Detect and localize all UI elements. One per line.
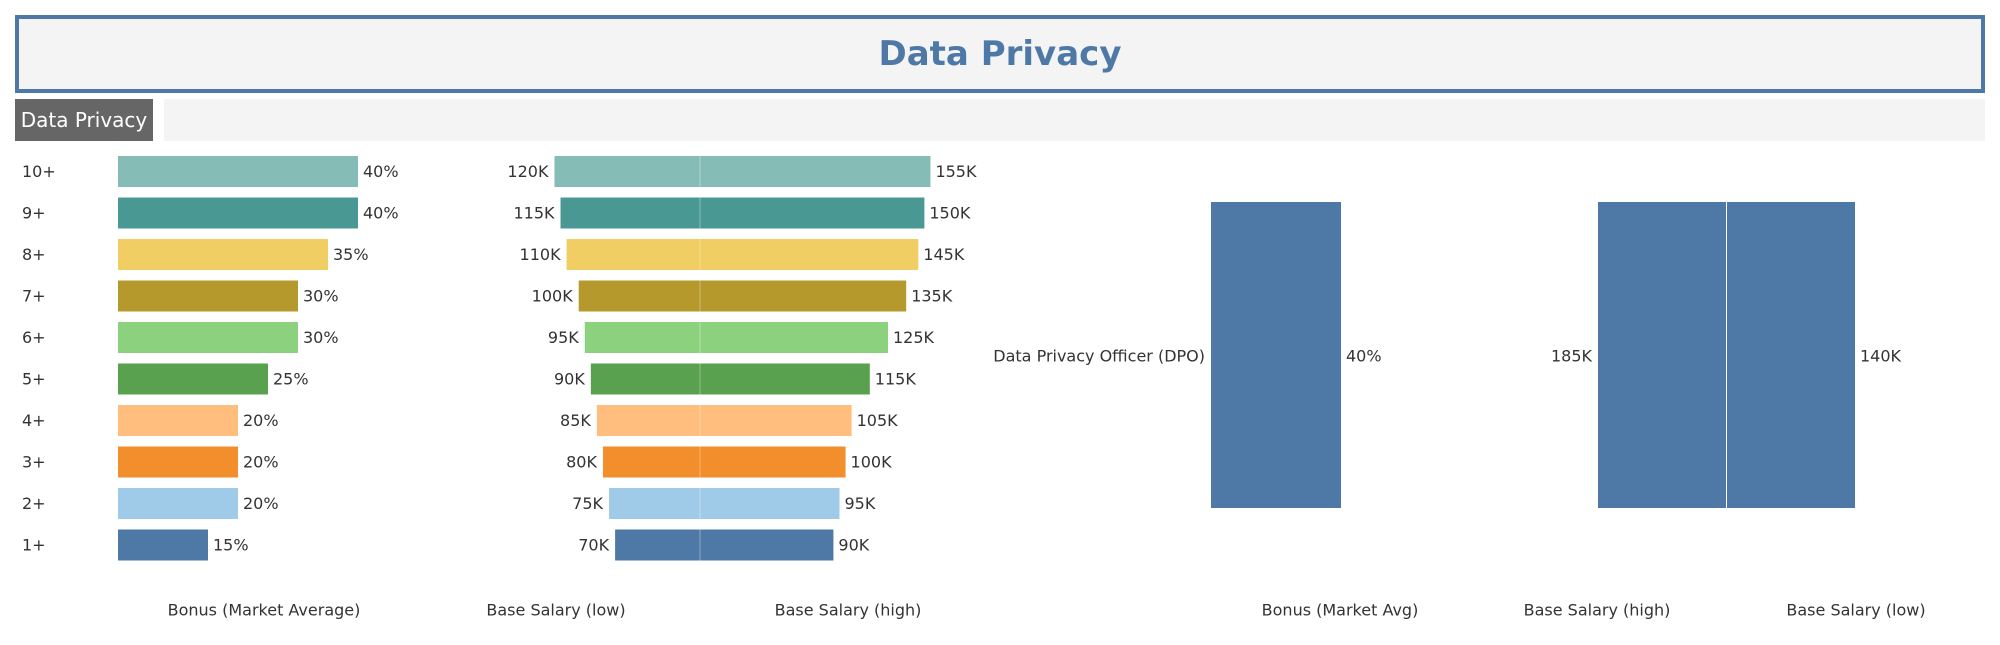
salary-high-bar-2 — [700, 239, 919, 270]
bonus-bar-2 — [118, 239, 328, 270]
salary-high-bar-6 — [700, 405, 852, 436]
row-label-1: 9+ — [22, 204, 46, 223]
dpo-salary-high-label: 185K — [1551, 347, 1593, 366]
row-label-7: 3+ — [22, 453, 46, 472]
salary-low-bar-4 — [584, 322, 700, 353]
salary-high-bar-8 — [700, 488, 840, 519]
salary-high-bar-1 — [700, 197, 925, 229]
bonus-bar-9 — [118, 529, 208, 561]
dpo-salary-low-label: 140K — [1860, 347, 1902, 366]
salary-low-label-7: 80K — [566, 453, 597, 472]
salary-high-label-2: 145K — [923, 245, 965, 264]
salary-high-bar-5 — [700, 363, 870, 395]
salary-high-label-0: 155K — [935, 162, 977, 181]
bonus-value-label-6: 20% — [243, 411, 279, 430]
bonus-value-label-1: 40% — [363, 204, 399, 223]
salary-high-bar-9 — [700, 529, 834, 561]
dpo-salary-low-bar — [1727, 202, 1855, 508]
salary-low-bar-9 — [615, 529, 700, 561]
row-label-6: 4+ — [22, 411, 46, 430]
dashboard-title: Data Privacy — [878, 34, 1122, 74]
bonus-bar-5 — [118, 363, 268, 395]
salary-high-axis-title: Base Salary (high) — [775, 601, 922, 620]
dashboard-title-box: Data Privacy — [15, 15, 1985, 93]
salary-low-bar-7 — [602, 446, 700, 478]
row-label-4: 6+ — [22, 328, 46, 347]
section-header-bar — [164, 99, 1985, 141]
salary-high-label-5: 115K — [875, 370, 917, 389]
bonus-value-label-9: 15% — [213, 536, 249, 555]
dpo-salary-high-bar — [1598, 202, 1726, 508]
bonus-value-label-0: 40% — [363, 162, 399, 181]
salary-low-label-8: 75K — [572, 494, 603, 513]
salary-low-bar-2 — [566, 239, 700, 270]
salary-low-label-9: 70K — [578, 536, 609, 555]
salary-high-bar-7 — [700, 446, 846, 478]
salary-low-label-0: 120K — [507, 162, 549, 181]
salary-high-label-7: 100K — [851, 453, 893, 472]
bonus-value-label-7: 20% — [243, 453, 279, 472]
row-label-0: 10+ — [22, 162, 56, 181]
row-label-2: 8+ — [22, 245, 46, 264]
bonus-bar-6 — [118, 405, 238, 436]
row-label-9: 1+ — [22, 536, 46, 555]
row-label-3: 7+ — [22, 287, 46, 306]
salary-low-bar-3 — [578, 280, 700, 312]
salary-high-bar-0 — [700, 156, 931, 187]
salary-high-label-8: 95K — [844, 494, 875, 513]
salary-low-axis-title: Base Salary (low) — [486, 601, 625, 620]
dpo-bonus-bar — [1211, 202, 1341, 508]
dpo-salary-high-axis-title: Base Salary (high) — [1524, 601, 1671, 620]
salary-high-label-4: 125K — [893, 328, 935, 347]
salary-low-label-3: 100K — [532, 287, 574, 306]
bonus-bar-4 — [118, 322, 298, 353]
salary-high-bar-3 — [700, 280, 907, 312]
salary-low-bar-5 — [590, 363, 700, 395]
section-tab[interactable]: Data Privacy — [15, 99, 153, 141]
bonus-bar-0 — [118, 156, 358, 187]
salary-low-label-1: 115K — [513, 204, 555, 223]
salary-low-label-4: 95K — [548, 328, 579, 347]
salary-low-label-5: 90K — [554, 370, 585, 389]
salary-low-bar-6 — [596, 405, 700, 436]
bonus-value-label-3: 30% — [303, 287, 339, 306]
salary-high-label-6: 105K — [857, 411, 899, 430]
row-label-5: 5+ — [22, 370, 46, 389]
row-label-8: 2+ — [22, 494, 46, 513]
bonus-bar-1 — [118, 197, 358, 229]
dpo-bonus-value-label: 40% — [1346, 347, 1382, 366]
salary-high-label-9: 90K — [838, 536, 869, 555]
bonus-bar-7 — [118, 446, 238, 478]
salary-low-bar-1 — [560, 197, 700, 229]
dpo-bonus-axis-title: Bonus (Market Avg) — [1262, 601, 1419, 620]
bonus-bar-3 — [118, 280, 298, 312]
salary-low-label-2: 110K — [520, 245, 562, 264]
bonus-axis-title: Bonus (Market Average) — [168, 601, 361, 620]
salary-high-label-3: 135K — [911, 287, 953, 306]
dpo-salary-low-axis-title: Base Salary (low) — [1786, 601, 1925, 620]
salary-high-label-1: 150K — [929, 204, 971, 223]
bonus-bar-8 — [118, 488, 238, 519]
bonus-value-label-2: 35% — [333, 245, 369, 264]
dpo-row-label: Data Privacy Officer (DPO) — [993, 347, 1205, 366]
bonus-value-label-8: 20% — [243, 494, 279, 513]
bonus-value-label-4: 30% — [303, 328, 339, 347]
salary-low-bar-8 — [609, 488, 700, 519]
bonus-value-label-5: 25% — [273, 370, 309, 389]
salary-high-bar-4 — [700, 322, 888, 353]
salary-low-bar-0 — [554, 156, 700, 187]
salary-low-label-6: 85K — [560, 411, 591, 430]
